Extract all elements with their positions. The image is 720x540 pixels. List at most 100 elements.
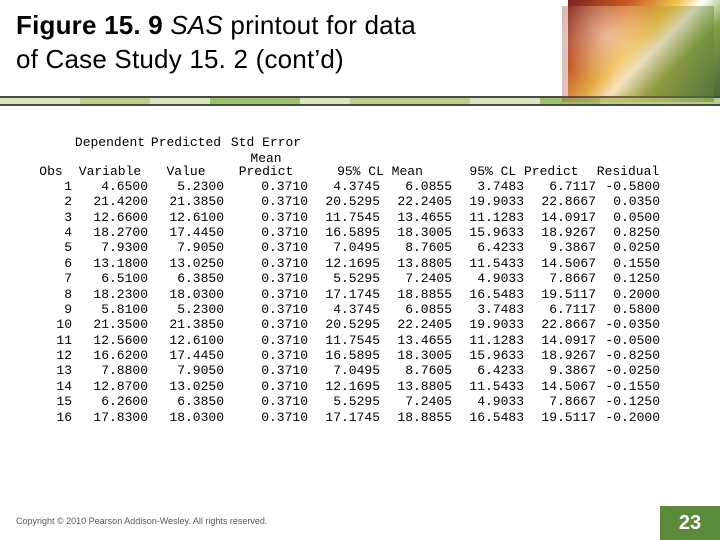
table-cell: 4.3745 [308,179,380,194]
table-cell: 6.5100 [72,271,148,286]
hdr-obs: Obs [30,150,72,178]
table-cell: 18.2300 [72,286,148,301]
table-cell: 12.6600 [72,210,148,225]
table-cell: 0.3710 [224,194,308,209]
stripe-segment [350,98,470,104]
table-cell: 5 [30,240,72,255]
table-cell: 21.4200 [72,194,148,209]
stripe-segment [80,98,150,104]
table-cell: 4.9033 [452,271,524,286]
table-cell: -0.2000 [596,409,660,424]
hdr-clpred: 95% CL Predict [452,150,596,178]
table-cell: 6.3850 [148,271,224,286]
table-cell: 13.4655 [380,210,452,225]
table-row: 1216.620017.44500.371016.589518.300515.9… [30,348,660,363]
table-row: 57.93007.90500.37107.04958.76056.42339.3… [30,240,660,255]
table-cell: 7.9300 [72,240,148,255]
table-cell: 19.9033 [452,194,524,209]
table-row: 14.65005.23000.37104.37456.08553.74836.7… [30,179,660,194]
table-cell: 18.0300 [148,409,224,424]
table-cell: 20.5295 [308,194,380,209]
table-cell: 1 [30,179,72,194]
table-cell: 16.5895 [308,225,380,240]
table-cell: 4.6500 [72,179,148,194]
title-italic: SAS [170,10,223,40]
hdr-meanpred: Mean Predict [224,150,308,178]
table-cell: 0.2000 [596,286,660,301]
table-cell: 0.3710 [224,210,308,225]
title-line-2: of Case Study 15. 2 (cont’d) [16,44,344,75]
stripe-segment [300,98,350,104]
table-cell: 12.1695 [308,256,380,271]
table-row: 1617.830018.03000.371017.174518.885516.5… [30,409,660,424]
table-cell: 16.6200 [72,348,148,363]
table-cell: 18.8855 [380,286,452,301]
table-cell: 0.8250 [596,225,660,240]
table-row: 137.88007.90500.37107.04958.76056.42339.… [30,363,660,378]
table-row: 221.420021.38500.371020.529522.240519.90… [30,194,660,209]
table-cell: 18.3005 [380,348,452,363]
table-cell: 7.2405 [380,394,452,409]
title-tail: printout for data [223,10,416,40]
page-number: 23 [660,506,720,540]
table-cell: 21.3850 [148,317,224,332]
table-cell: 0.3710 [224,240,308,255]
table-row: 1412.870013.02500.371012.169513.880511.5… [30,379,660,394]
table-cell: 17.4450 [148,225,224,240]
table-cell: -0.0250 [596,363,660,378]
table-row: 95.81005.23000.37104.37456.08553.74836.7… [30,302,660,317]
table-cell: 6.2600 [72,394,148,409]
table-cell: 6.3850 [148,394,224,409]
table-cell: 0.3710 [224,409,308,424]
copyright-text: Copyright © 2010 Pearson Addison-Wesley.… [16,516,267,526]
table-cell: 16 [30,409,72,424]
table-cell: 19.5117 [524,286,596,301]
table-cell: 0.3710 [224,179,308,194]
table-cell: 14.0917 [524,210,596,225]
table-cell: 3 [30,210,72,225]
table-cell: 11.7545 [308,333,380,348]
slide-footer: Copyright © 2010 Pearson Addison-Wesley.… [0,506,720,540]
table-cell: 18.8855 [380,409,452,424]
table-cell: 15.9633 [452,348,524,363]
table-cell: -0.5800 [596,179,660,194]
table-cell: 21.3850 [148,194,224,209]
table-cell: 2 [30,194,72,209]
table-cell: 17.8300 [72,409,148,424]
table-row: 312.660012.61000.371011.754513.465511.12… [30,210,660,225]
table-cell: 0.3710 [224,379,308,394]
hdr-clmean: 95% CL Mean [308,150,452,178]
table-row: 1021.350021.38500.371020.529522.240519.9… [30,317,660,332]
table-cell: 18.0300 [148,286,224,301]
table-row: 156.26006.38500.37105.52957.24054.90337.… [30,394,660,409]
table-cell: 18.9267 [524,225,596,240]
table-cell: 12.6100 [148,210,224,225]
table-cell: 14.0917 [524,333,596,348]
table-cell: 6.7117 [524,179,596,194]
table-cell: 7.8667 [524,271,596,286]
table-cell: 17.1745 [308,286,380,301]
table-cell: 10 [30,317,72,332]
table-cell: 14.5067 [524,256,596,271]
table-cell: 6.4233 [452,363,524,378]
table-cell: 0.1550 [596,256,660,271]
table-row: 418.270017.44500.371016.589518.300515.96… [30,225,660,240]
table-cell: 0.3710 [224,333,308,348]
table-cell: -0.0350 [596,317,660,332]
table-cell: 0.1250 [596,271,660,286]
hdr-value: Value [148,150,224,178]
table-cell: 6.0855 [380,302,452,317]
table-cell: 0.3710 [224,225,308,240]
table-cell: 0.0500 [596,210,660,225]
table-cell: 15 [30,394,72,409]
table-cell: 13.1800 [72,256,148,271]
sas-table-head: Dependent Predicted Std Error Obs Variab… [30,135,660,179]
table-row: 76.51006.38500.37105.52957.24054.90337.8… [30,271,660,286]
table-cell: 4.3745 [308,302,380,317]
table-cell: 6 [30,256,72,271]
table-cell: 17.1745 [308,409,380,424]
table-cell: 14 [30,379,72,394]
table-cell: 7.2405 [380,271,452,286]
table-cell: 0.3710 [224,286,308,301]
table-cell: 0.0250 [596,240,660,255]
